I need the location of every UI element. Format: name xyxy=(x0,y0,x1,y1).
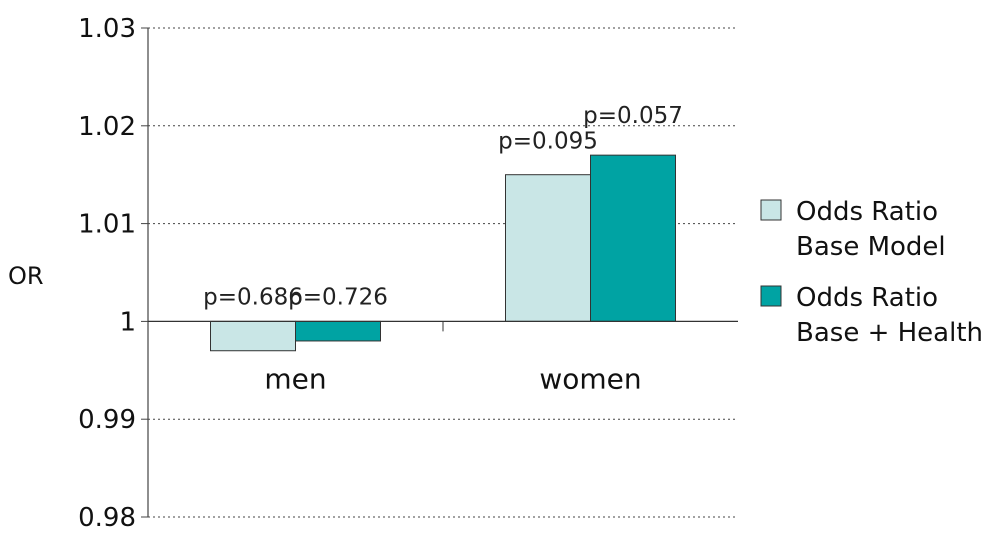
y-axis-label: OR xyxy=(8,262,44,290)
legend-swatch xyxy=(760,285,782,307)
category-labels: men women xyxy=(264,362,641,395)
bars xyxy=(210,154,676,352)
data-label: p=0.095 xyxy=(498,129,598,155)
category-label: women xyxy=(539,362,641,395)
legend-label: Base + Health xyxy=(796,318,983,348)
y-tick-label: 1.03 xyxy=(78,14,136,44)
y-tick-labels: 0.98 0.99 1 1.01 1.02 1.03 xyxy=(78,14,136,533)
bar-women-series-1 xyxy=(505,174,591,322)
legend: Odds Ratio Base Model Odds Ratio Base + Hea… xyxy=(760,197,983,348)
category-label: men xyxy=(264,362,326,395)
data-label: p=0.686 xyxy=(203,284,303,310)
gridlines xyxy=(148,27,738,518)
y-tick-label: 1.01 xyxy=(78,210,136,240)
y-tick-label: 1 xyxy=(119,307,136,337)
legend-label: Base Model xyxy=(796,232,946,262)
bar-men-series-2 xyxy=(295,320,381,342)
y-tick-label: 1.02 xyxy=(78,112,136,142)
legend-label: Odds Ratio xyxy=(796,283,938,313)
data-label: p=0.057 xyxy=(583,103,683,129)
bar-men-series-1 xyxy=(210,320,296,352)
legend-swatch xyxy=(760,199,782,221)
bar-women-series-2 xyxy=(590,154,676,322)
data-label: p=0.726 xyxy=(288,284,388,310)
axes xyxy=(141,27,738,518)
y-tick-label: 0.99 xyxy=(78,405,136,435)
y-tick-label: 0.98 xyxy=(78,503,136,533)
legend-label: Odds Ratio xyxy=(796,197,938,227)
